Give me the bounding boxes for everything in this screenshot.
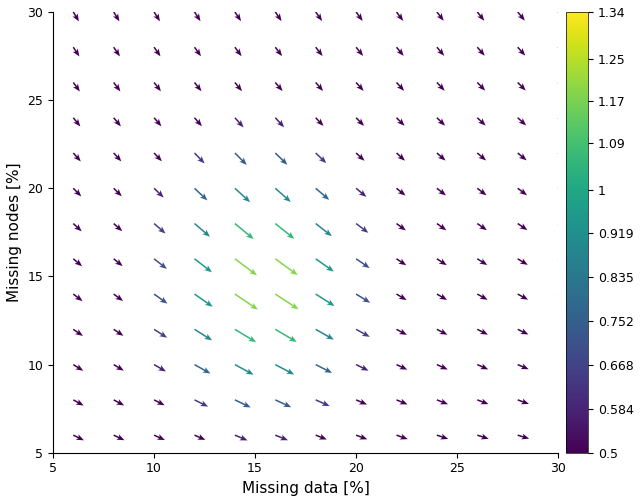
Y-axis label: Missing nodes [%]: Missing nodes [%]	[7, 162, 22, 302]
X-axis label: Missing data [%]: Missing data [%]	[242, 481, 369, 496]
